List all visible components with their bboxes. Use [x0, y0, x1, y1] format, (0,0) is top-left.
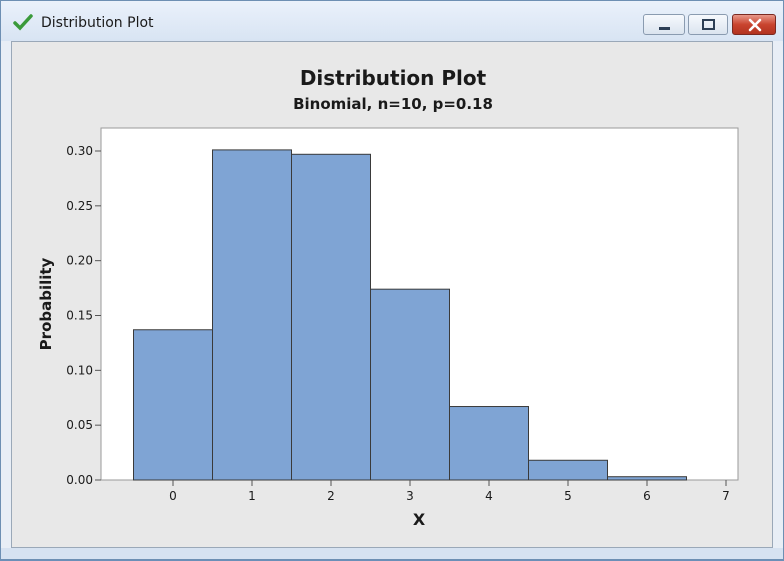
close-button[interactable] [732, 14, 776, 35]
x-axis-label: X [413, 510, 426, 529]
bar-x-6 [607, 476, 687, 481]
y-axis-label: Probability [37, 257, 55, 350]
close-icon [748, 18, 762, 32]
bar-x-2 [291, 153, 371, 481]
chart-subtitle: Binomial, n=10, p=0.18 [293, 95, 493, 113]
y-tick-label: 0.15 [66, 309, 93, 323]
bars-group [133, 149, 687, 481]
x-tick-label: 5 [564, 489, 572, 503]
y-tick-label: 0.25 [66, 199, 93, 213]
x-tick-label: 1 [248, 489, 256, 503]
minimize-icon [659, 27, 670, 30]
bar-x-0 [133, 329, 213, 481]
axes-group: 0.00 0.05 0.10 0.15 0.20 0.25 0.30 0 1 2 3 4 5 6 7 [66, 144, 730, 503]
bar-x-1 [212, 149, 292, 481]
bar-x-3 [370, 288, 450, 481]
x-tick-label: 6 [643, 489, 651, 503]
window-title: Distribution Plot [41, 15, 154, 31]
minimize-button[interactable] [643, 14, 685, 35]
y-tick-label: 0.00 [66, 473, 93, 487]
y-tick-label: 0.30 [66, 144, 93, 158]
x-tick-label: 2 [327, 489, 335, 503]
x-tick-label: 3 [406, 489, 414, 503]
bar-x-5 [528, 459, 608, 481]
x-tick-label: 4 [485, 489, 493, 503]
maximize-icon [702, 19, 715, 30]
x-tick-label: 7 [722, 489, 730, 503]
y-tick-label: 0.10 [66, 363, 93, 377]
chart-title: Distribution Plot [300, 66, 487, 90]
y-tick-label: 0.20 [66, 254, 93, 268]
y-tick-label: 0.05 [66, 418, 93, 432]
maximize-button[interactable] [688, 14, 728, 35]
bar-x-4 [449, 406, 529, 481]
checkmark-icon [13, 14, 33, 31]
x-tick-label: 0 [169, 489, 177, 503]
window-frame-bottom [1, 548, 783, 559]
title-bar[interactable]: Distribution Plot [1, 1, 783, 41]
